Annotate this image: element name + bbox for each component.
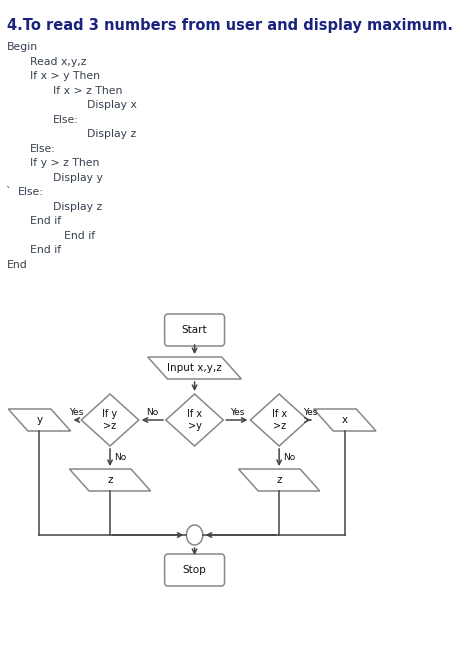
Text: Display x: Display x: [87, 100, 137, 110]
Text: y: y: [36, 415, 43, 425]
Text: x: x: [342, 415, 348, 425]
Text: If x > y Then: If x > y Then: [29, 71, 100, 81]
Text: Display z: Display z: [87, 129, 137, 139]
FancyBboxPatch shape: [164, 314, 225, 346]
FancyBboxPatch shape: [164, 554, 225, 586]
Text: Yes: Yes: [69, 407, 83, 417]
Text: Read x,y,z: Read x,y,z: [29, 56, 86, 66]
Circle shape: [186, 525, 203, 545]
Text: If x
>y: If x >y: [187, 409, 202, 431]
Text: Start: Start: [182, 325, 208, 335]
Polygon shape: [314, 409, 376, 431]
Text: 4.To read 3 numbers from user and display maximum.: 4.To read 3 numbers from user and displa…: [7, 18, 453, 33]
Text: If x > z Then: If x > z Then: [53, 86, 122, 96]
Text: `: `: [5, 187, 10, 197]
Text: Else:: Else:: [53, 115, 78, 125]
Text: Display z: Display z: [53, 202, 102, 212]
Text: End: End: [7, 259, 27, 269]
Text: z: z: [107, 475, 113, 485]
Text: If y > z Then: If y > z Then: [29, 158, 99, 168]
Text: End if: End if: [29, 245, 61, 255]
Polygon shape: [69, 469, 151, 491]
Text: Stop: Stop: [182, 565, 207, 575]
Text: Yes: Yes: [230, 407, 244, 417]
Text: z: z: [276, 475, 282, 485]
Text: No: No: [146, 407, 158, 417]
Text: Else:: Else:: [29, 143, 55, 153]
Polygon shape: [81, 394, 139, 446]
Text: If x
>z: If x >z: [272, 409, 287, 431]
Polygon shape: [238, 469, 320, 491]
Text: Display y: Display y: [53, 172, 102, 182]
Text: Else:: Else:: [18, 187, 44, 197]
Text: If y
>z: If y >z: [102, 409, 118, 431]
Text: End if: End if: [29, 216, 61, 226]
Polygon shape: [8, 409, 71, 431]
Text: No: No: [114, 453, 126, 462]
Polygon shape: [166, 394, 223, 446]
Text: Input x,y,z: Input x,y,z: [167, 363, 222, 373]
Text: End if: End if: [64, 230, 95, 241]
Text: Yes: Yes: [303, 407, 318, 417]
Polygon shape: [148, 357, 241, 379]
Text: Begin: Begin: [7, 42, 38, 52]
Polygon shape: [250, 394, 308, 446]
Text: No: No: [283, 453, 295, 462]
